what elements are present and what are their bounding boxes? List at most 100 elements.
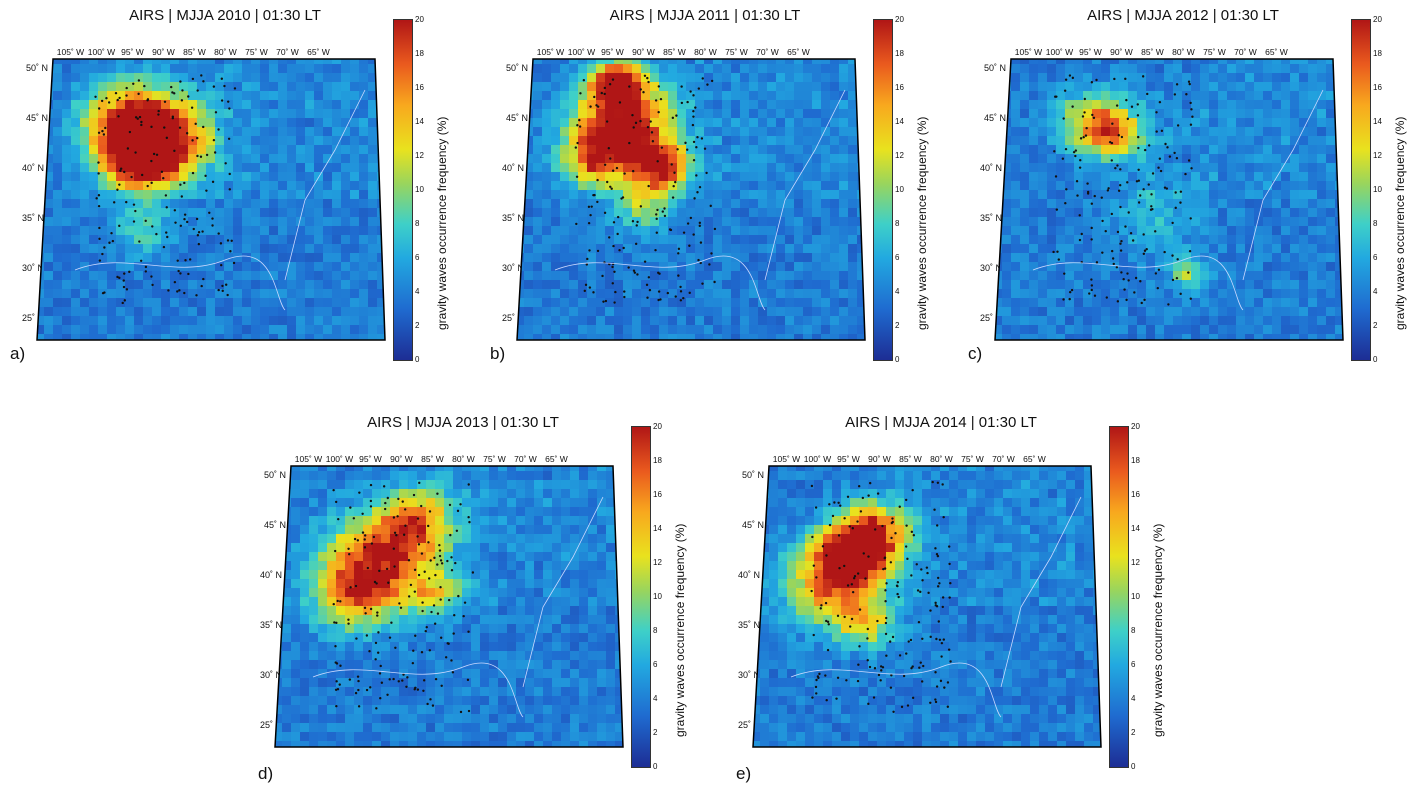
colorbar-tick: 2 bbox=[415, 321, 420, 330]
latitude-label: 45˚ N bbox=[983, 113, 1006, 123]
colorbar-tick: 6 bbox=[653, 660, 658, 669]
colorbar-tick: 12 bbox=[653, 558, 662, 567]
colorbar-tick: 12 bbox=[415, 151, 424, 160]
colorbar-label: gravity waves occurrence frequency (%) bbox=[435, 116, 449, 330]
colorbar-tick: 0 bbox=[1373, 355, 1378, 364]
colorbar-tick: 0 bbox=[895, 355, 900, 364]
frequency-map bbox=[516, 58, 866, 341]
colorbar-tick: 16 bbox=[653, 490, 662, 499]
colorbar-tick: 20 bbox=[1131, 422, 1140, 431]
longitude-label: 75˚ W bbox=[725, 47, 748, 57]
latitude-label: 30˚ N bbox=[737, 670, 760, 680]
colorbar-tick: 10 bbox=[1373, 185, 1382, 194]
colorbar-tick: 20 bbox=[415, 15, 424, 24]
longitude-label: 90˚ W bbox=[1110, 47, 1133, 57]
latitude-label: 45˚ N bbox=[505, 113, 528, 123]
colorbar-tick: 4 bbox=[1373, 287, 1378, 296]
longitude-label: 70˚ W bbox=[1234, 47, 1257, 57]
colorbar-tick: 16 bbox=[895, 83, 904, 92]
colorbar-tick: 10 bbox=[895, 185, 904, 194]
longitude-label: 70˚ W bbox=[276, 47, 299, 57]
latitude-label: 50˚ N bbox=[505, 63, 528, 73]
longitude-label: 95˚ W bbox=[601, 47, 624, 57]
colorbar-tick: 20 bbox=[653, 422, 662, 431]
colorbar bbox=[631, 426, 651, 768]
panel-title: AIRS | MJJA 2011 | 01:30 LT bbox=[609, 7, 801, 24]
colorbar-tick: 8 bbox=[415, 219, 420, 228]
panel-label: e) bbox=[736, 764, 752, 783]
colorbar-label: gravity waves occurrence frequency (%) bbox=[1151, 523, 1165, 737]
frequency-map bbox=[36, 58, 386, 341]
latitude-label: 35˚ N bbox=[737, 620, 760, 630]
panel-label: d) bbox=[258, 764, 274, 783]
panel-label: c) bbox=[968, 344, 983, 363]
colorbar-tick: 20 bbox=[895, 15, 904, 24]
panel-title: AIRS | MJJA 2014 | 01:30 LT bbox=[845, 414, 1037, 431]
longitude-label: 65˚ W bbox=[787, 47, 810, 57]
colorbar-tick: 0 bbox=[415, 355, 420, 364]
latitude-label: 45˚ N bbox=[25, 113, 48, 123]
longitude-label: 80˚ W bbox=[452, 454, 475, 464]
colorbar-label: gravity waves occurrence frequency (%) bbox=[915, 116, 929, 330]
colorbar-label: gravity waves occurrence frequency (%) bbox=[1393, 116, 1407, 330]
colorbar bbox=[1109, 426, 1129, 768]
panel-label: a) bbox=[10, 344, 26, 363]
longitude-label: 90˚ W bbox=[390, 454, 413, 464]
longitude-label: 100˚ W bbox=[803, 454, 832, 464]
latitude-label: 40˚ N bbox=[21, 163, 44, 173]
longitude-labels: 105˚ W 100˚ W 95˚ W 90˚ W 85˚ W 80˚ W 75˚ W 70˚… bbox=[535, 47, 814, 57]
longitude-label: 85˚ W bbox=[183, 47, 206, 57]
colorbar-tick: 14 bbox=[415, 117, 424, 126]
latitude-label: 30˚ N bbox=[979, 263, 1002, 273]
latitude-label: 35˚ N bbox=[259, 620, 282, 630]
longitude-label: 85˚ W bbox=[663, 47, 686, 57]
frequency-map bbox=[274, 465, 624, 748]
latitude-label: 40˚ N bbox=[737, 570, 760, 580]
colorbar-tick: 6 bbox=[415, 253, 420, 262]
latitude-label: 35˚ N bbox=[979, 213, 1002, 223]
longitude-label: 65˚ W bbox=[307, 47, 330, 57]
longitude-label: 65˚ W bbox=[545, 454, 568, 464]
colorbar bbox=[1351, 19, 1371, 361]
longitude-label: 95˚ W bbox=[1079, 47, 1102, 57]
colorbar-tick: 2 bbox=[1131, 728, 1136, 737]
panel-title: AIRS | MJJA 2010 | 01:30 LT bbox=[129, 7, 321, 24]
longitude-label: 95˚ W bbox=[359, 454, 382, 464]
colorbar-tick: 18 bbox=[1373, 49, 1382, 58]
longitude-label: 80˚ W bbox=[930, 454, 953, 464]
longitude-label: 105˚ W bbox=[772, 454, 801, 464]
colorbar-tick: 4 bbox=[895, 287, 900, 296]
latitude-label: 50˚ N bbox=[25, 63, 48, 73]
longitude-label: 80˚ W bbox=[694, 47, 717, 57]
longitude-label: 95˚ W bbox=[837, 454, 860, 464]
longitude-label: 75˚ W bbox=[1203, 47, 1226, 57]
frequency-map bbox=[752, 465, 1102, 748]
longitude-label: 105˚ W bbox=[294, 454, 323, 464]
longitude-label: 105˚ W bbox=[1014, 47, 1043, 57]
latitude-label: 50˚ N bbox=[741, 470, 764, 480]
colorbar-tick: 8 bbox=[1373, 219, 1378, 228]
latitude-label: 25˚ N bbox=[501, 313, 524, 323]
longitude-label: 90˚ W bbox=[632, 47, 655, 57]
colorbar-tick: 14 bbox=[653, 524, 662, 533]
colorbar-tick: 4 bbox=[653, 694, 658, 703]
colorbar-tick: 0 bbox=[1131, 762, 1136, 771]
colorbar-label: gravity waves occurrence frequency (%) bbox=[673, 523, 687, 737]
longitude-label: 85˚ W bbox=[1141, 47, 1164, 57]
longitude-label: 105˚ W bbox=[56, 47, 85, 57]
colorbar-tick: 14 bbox=[1373, 117, 1382, 126]
longitude-labels: 105˚ W 100˚ W 95˚ W 90˚ W 85˚ W 80˚ W 75˚ W 70˚… bbox=[771, 454, 1050, 464]
panel-label: b) bbox=[490, 344, 506, 363]
colorbar-tick: 0 bbox=[653, 762, 658, 771]
longitude-label: 100˚ W bbox=[325, 454, 354, 464]
latitude-label: 40˚ N bbox=[259, 570, 282, 580]
latitude-label: 30˚ N bbox=[501, 263, 524, 273]
colorbar-tick: 10 bbox=[1131, 592, 1140, 601]
colorbar-tick: 4 bbox=[1131, 694, 1136, 703]
latitude-label: 25˚ N bbox=[259, 720, 282, 730]
colorbar-tick: 2 bbox=[895, 321, 900, 330]
longitude-label: 100˚ W bbox=[87, 47, 116, 57]
colorbar-tick: 6 bbox=[1131, 660, 1136, 669]
panel-title: AIRS | MJJA 2013 | 01:30 LT bbox=[367, 414, 559, 431]
latitude-label: 25˚ N bbox=[21, 313, 44, 323]
